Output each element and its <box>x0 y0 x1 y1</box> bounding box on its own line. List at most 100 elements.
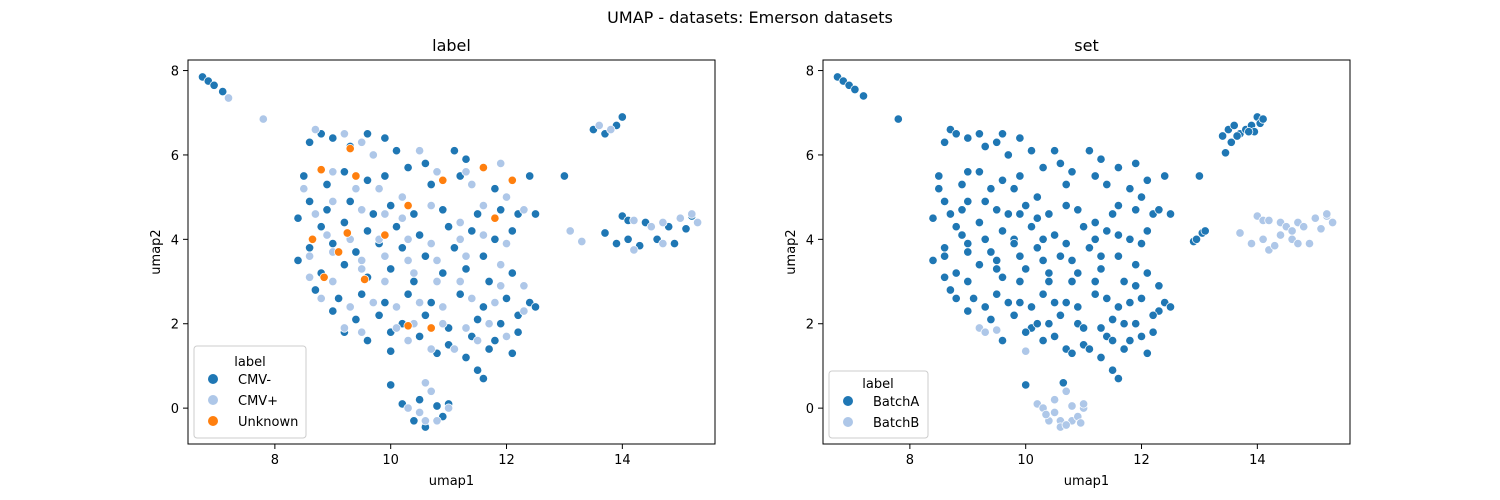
data-point <box>525 171 535 181</box>
data-point <box>1079 323 1089 333</box>
data-point <box>1322 209 1332 219</box>
y-tick-label: 2 <box>171 318 179 333</box>
data-point <box>444 222 454 232</box>
data-point <box>963 196 973 206</box>
data-point <box>426 298 436 308</box>
data-point <box>328 196 338 206</box>
data-point <box>432 416 442 426</box>
data-point <box>980 234 990 244</box>
data-point <box>1160 171 1170 181</box>
data-point <box>986 247 996 257</box>
data-point <box>1009 184 1019 194</box>
data-point <box>992 264 1002 274</box>
data-point <box>1096 264 1106 274</box>
data-point <box>1258 234 1268 244</box>
data-point <box>507 175 517 185</box>
data-point <box>409 416 419 426</box>
legend-label: CMV- <box>238 373 271 388</box>
data-point <box>209 80 219 90</box>
data-point <box>461 251 471 261</box>
data-point <box>415 331 425 341</box>
data-point <box>467 226 477 236</box>
data-point <box>409 209 419 219</box>
data-point <box>980 327 990 337</box>
data-point <box>420 310 430 320</box>
data-point <box>992 255 1002 265</box>
plot-frame <box>822 59 1351 445</box>
data-point <box>1044 319 1054 329</box>
data-point <box>629 245 639 255</box>
data-point <box>334 293 344 303</box>
figure-suptitle: UMAP - datasets: Emerson datasets <box>607 8 893 27</box>
data-point <box>449 344 459 354</box>
data-point <box>391 323 402 333</box>
data-point <box>345 302 355 312</box>
y-tick-label: 6 <box>806 149 814 164</box>
data-point <box>1125 184 1135 194</box>
data-point <box>940 272 950 282</box>
data-point <box>501 192 512 202</box>
data-point <box>368 150 378 160</box>
data-point <box>305 251 315 261</box>
data-point <box>310 209 320 219</box>
data-point <box>438 319 448 329</box>
data-point <box>345 196 355 206</box>
data-point <box>646 222 656 232</box>
data-point <box>490 213 500 223</box>
data-point <box>1055 251 1065 261</box>
data-point <box>1050 146 1060 156</box>
data-point <box>1015 298 1025 308</box>
data-point <box>1090 276 1100 287</box>
data-point <box>403 321 413 331</box>
data-point <box>351 314 361 325</box>
data-point <box>1142 348 1152 358</box>
data-point <box>1136 331 1147 341</box>
data-point <box>1061 179 1071 190</box>
data-point <box>432 401 442 411</box>
data-point <box>391 302 402 312</box>
data-point <box>1026 146 1037 156</box>
legend-entries: BatchA BatchB <box>843 395 919 431</box>
data-point <box>1067 401 1077 411</box>
data-point <box>1003 209 1013 219</box>
x-tick-label: 8 <box>906 453 914 468</box>
data-point <box>1275 230 1286 240</box>
data-point <box>594 120 604 130</box>
data-point <box>1299 222 1309 232</box>
data-point <box>328 239 338 249</box>
data-point <box>342 228 352 238</box>
data-point <box>328 133 338 143</box>
data-point <box>957 179 967 190</box>
legend-box <box>828 370 929 439</box>
data-point <box>478 230 488 240</box>
data-point <box>997 226 1008 236</box>
data-point <box>986 314 996 325</box>
data-point <box>316 293 326 303</box>
data-point <box>386 201 396 211</box>
data-point <box>380 209 390 219</box>
data-point <box>519 281 529 291</box>
data-point <box>658 239 668 249</box>
data-point <box>992 325 1002 335</box>
data-point <box>1044 276 1054 287</box>
data-point <box>420 378 430 388</box>
data-point <box>478 374 488 384</box>
data-point <box>415 146 425 156</box>
data-point <box>461 154 471 164</box>
data-point <box>1050 230 1060 240</box>
data-point <box>1244 127 1254 137</box>
data-point <box>1304 239 1315 249</box>
data-point <box>1021 380 1031 390</box>
data-point <box>490 336 500 346</box>
data-point <box>345 144 355 154</box>
data-point <box>490 184 500 194</box>
legend-marker <box>208 416 218 426</box>
data-point <box>293 255 303 265</box>
data-point <box>997 129 1008 139</box>
data-point <box>1125 336 1135 346</box>
data-point <box>658 217 668 228</box>
data-point <box>1328 217 1338 228</box>
data-point <box>1136 293 1147 303</box>
data-point <box>357 289 367 299</box>
